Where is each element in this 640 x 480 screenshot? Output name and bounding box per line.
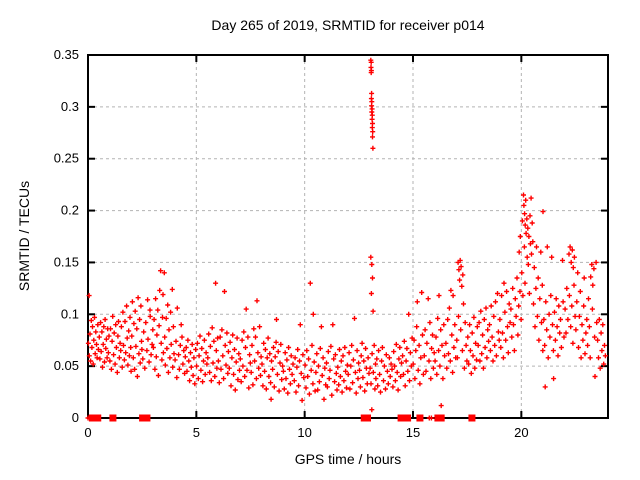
zero-event-square <box>404 414 412 422</box>
zero-event-square <box>364 414 371 422</box>
x-tick-label: 10 <box>297 425 311 440</box>
zero-event-square <box>139 414 147 422</box>
zero-event-square <box>94 414 102 422</box>
y-tick-label: 0.25 <box>54 151 79 166</box>
zero-event-square <box>437 414 445 422</box>
zero-event-squares <box>88 414 476 422</box>
y-tick-label: 0.15 <box>54 254 79 269</box>
x-tick-label: 15 <box>406 425 420 440</box>
zero-event-square <box>143 414 151 422</box>
data-points <box>85 57 608 421</box>
zero-event-square <box>109 414 117 422</box>
y-tick-label: 0.2 <box>61 203 79 218</box>
zero-event-square <box>88 414 96 422</box>
y-tick-labels: 0 0.05 0.1 0.15 0.2 0.25 0.3 0.35 <box>54 47 79 425</box>
y-tick-label: 0.1 <box>61 306 79 321</box>
y-tick-label: 0.05 <box>54 358 79 373</box>
y-tick-label: 0 <box>72 410 79 425</box>
zero-event-square <box>468 414 476 422</box>
x-tick-label: 5 <box>193 425 200 440</box>
y-tick-label: 0.3 <box>61 99 79 114</box>
x-tick-label: 20 <box>514 425 528 440</box>
plot-border <box>87 54 609 419</box>
grid-lines <box>88 55 608 418</box>
x-tick-label: 0 <box>84 425 91 440</box>
x-axis-label: GPS time / hours <box>294 451 402 467</box>
y-tick-label: 0.35 <box>54 47 79 62</box>
x-tick-labels: 0 5 10 15 20 <box>84 425 528 440</box>
axis-ticks <box>87 54 608 419</box>
zero-event-square <box>416 414 424 422</box>
chart-title: Day 265 of 2019, SRMTID for receiver p01… <box>211 17 485 33</box>
